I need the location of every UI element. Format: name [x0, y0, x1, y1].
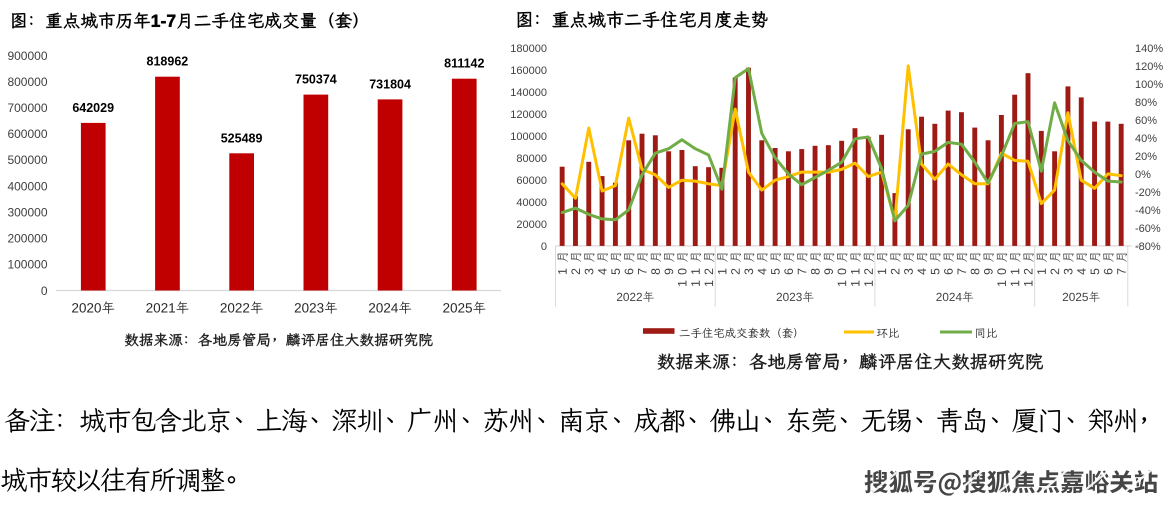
svg-text:100000: 100000: [510, 131, 547, 143]
svg-text:600000: 600000: [7, 127, 47, 141]
svg-text:60000: 60000: [516, 175, 547, 187]
svg-text:200000: 200000: [7, 232, 47, 246]
svg-text:300000: 300000: [7, 206, 47, 220]
svg-text:642029: 642029: [72, 101, 114, 115]
svg-text:20000: 20000: [516, 219, 547, 231]
svg-text:180000: 180000: [510, 43, 547, 55]
svg-text:525489: 525489: [221, 131, 263, 145]
svg-text:750374: 750374: [295, 73, 337, 87]
svg-text:140000: 140000: [510, 87, 547, 99]
svg-text:60%: 60%: [1135, 115, 1157, 127]
svg-text:80%: 80%: [1135, 97, 1157, 109]
svg-text:80000: 80000: [516, 153, 547, 165]
svg-text:731804: 731804: [369, 77, 411, 91]
svg-text:0: 0: [541, 241, 547, 253]
svg-text:800000: 800000: [7, 75, 47, 89]
svg-text:0: 0: [41, 284, 48, 298]
svg-text:40000: 40000: [516, 197, 547, 209]
svg-text:400000: 400000: [7, 179, 47, 193]
svg-text:811142: 811142: [444, 57, 484, 71]
svg-text:818962: 818962: [147, 55, 189, 69]
svg-text:100000: 100000: [7, 258, 47, 272]
svg-text:160000: 160000: [510, 65, 547, 77]
svg-text:40%: 40%: [1135, 133, 1157, 145]
svg-text:0%: 0%: [1135, 169, 1151, 181]
svg-text:-60%: -60%: [1135, 223, 1161, 235]
svg-text:500000: 500000: [7, 153, 47, 167]
svg-text:100%: 100%: [1135, 79, 1163, 91]
svg-text:700000: 700000: [7, 101, 47, 115]
svg-text:-80%: -80%: [1135, 241, 1161, 253]
svg-text:120%: 120%: [1135, 61, 1163, 73]
svg-text:900000: 900000: [7, 49, 47, 63]
svg-text:-20%: -20%: [1135, 187, 1161, 199]
svg-text:140%: 140%: [1135, 43, 1163, 55]
svg-text:120000: 120000: [510, 109, 547, 121]
svg-text:20%: 20%: [1135, 151, 1157, 163]
svg-text:-40%: -40%: [1135, 205, 1161, 217]
